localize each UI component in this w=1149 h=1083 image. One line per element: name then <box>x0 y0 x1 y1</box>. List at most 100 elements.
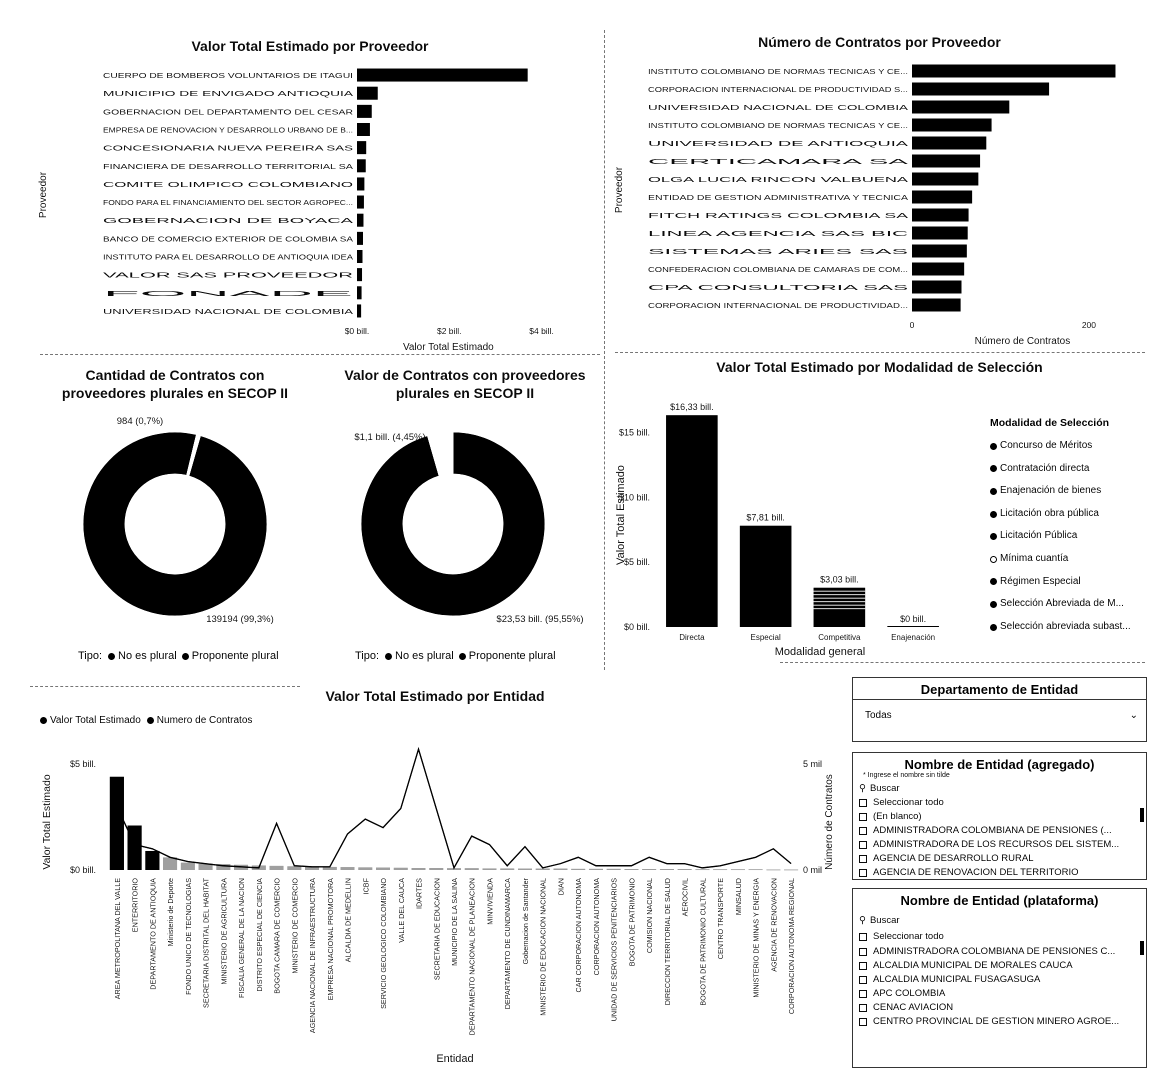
slicer-item-label: ALCALDIA MUNICIPAL FUSAGASUGA <box>873 974 1041 985</box>
department-dropdown[interactable]: Todas ⌄ <box>853 700 1146 721</box>
category-label: CUERPO DE BOMBEROS VOLUNTARIOS DE ITAGUI <box>103 71 353 80</box>
chart-cantidad-plurales: Cantidad de Contratos con proveedores pl… <box>40 362 310 672</box>
y-tick-label: $5 bill. <box>624 557 650 567</box>
legend-dot <box>458 652 466 660</box>
bar <box>642 868 657 870</box>
x-tick-label: $0 bill. <box>345 326 370 336</box>
y-tick-label: $5 bill. <box>70 759 96 769</box>
slicer-title: Nombre de Entidad (plataforma) <box>900 893 1099 908</box>
slicer-item[interactable]: AGENCIA DE DESARROLLO RURAL <box>853 852 1146 866</box>
legend-label: Mínima cuantía <box>1000 552 1069 564</box>
bar <box>912 298 961 312</box>
legend-item: Selección Abreviada de M... <box>990 593 1149 616</box>
slicer-item[interactable]: ADMINISTRADORA DE LOS RECURSOS DEL SISTE… <box>853 838 1146 852</box>
chart-valor-por-modalidad: Valor Total Estimado por Modalidad de Se… <box>610 355 1149 665</box>
chart-svg: $5 bill. $0 bill. 5 mil 0 mil Valor Total Es… <box>41 746 835 1065</box>
bar <box>357 159 366 173</box>
checkbox[interactable] <box>859 976 867 984</box>
donut-slice <box>82 431 268 617</box>
slicer-item[interactable]: ALCALDIA MUNICIPAL FUSAGASUGA <box>853 973 1146 987</box>
slicer-item[interactable]: CENTRO PROVINCIAL DE GESTION MINERO AGRO… <box>853 1015 1146 1029</box>
slicer-item[interactable]: CENAC AVIACION <box>853 1001 1146 1015</box>
x-tick-label: 200 <box>1082 320 1096 330</box>
bar <box>588 868 604 870</box>
slicer-departamento[interactable]: Departamento de Entidad Todas ⌄ <box>852 677 1147 742</box>
select-all-row[interactable]: Seleccionar todo <box>853 796 1146 810</box>
data-label: $3,03 bill. <box>820 575 859 585</box>
bar <box>730 869 745 871</box>
scrollbar[interactable] <box>1140 941 1144 955</box>
x-axis-label: Valor Total Estimado <box>403 342 494 353</box>
slicer-item[interactable]: (En blanco) <box>853 810 1146 824</box>
chart-svg: $23,53 bill. (95,55%) $1,1 bill. (4,45%) <box>354 431 584 625</box>
slicer-item[interactable]: ALCALDIA MUNICIPAL DE MORALES CAUCA <box>853 959 1146 973</box>
legend-item: Proponente plural <box>191 650 279 662</box>
legend-dot <box>181 652 189 660</box>
chevron-down-icon: ⌄ <box>1129 710 1138 721</box>
donut-slice <box>427 431 454 477</box>
chart-valor-por-proveedor: Valor Total Estimado por Proveedor CUERP… <box>30 30 590 360</box>
x-tick-label: 0 <box>910 320 915 330</box>
bar <box>912 154 981 168</box>
legend-dot <box>990 623 997 631</box>
slicer-item[interactable]: ADMINISTRADORA COLOMBIANA DE PENSIONES C… <box>853 945 1146 959</box>
data-label: $1,1 bill. (4,45%) <box>354 432 425 443</box>
category-label: VALOR SAS PROVEEDOR <box>103 271 355 280</box>
checkbox[interactable] <box>859 948 867 956</box>
scrollbar[interactable] <box>1140 808 1144 822</box>
slicer-item-label: APC COLOMBIA <box>873 988 946 999</box>
checkbox[interactable] <box>859 841 867 849</box>
legend-dot <box>40 717 47 724</box>
slicer-entidad-plataforma[interactable]: Nombre de Entidad (plataforma) ⚲ Buscar S… <box>852 888 1147 1068</box>
slicer-item[interactable]: APC COLOMBIA <box>853 987 1146 1001</box>
chart-title: Valor Total Estimado por Entidad <box>325 688 545 704</box>
checkbox[interactable] <box>859 799 867 807</box>
bar <box>500 868 515 870</box>
search-row[interactable]: ⚲ Buscar <box>853 914 1146 928</box>
category-label: BANCO DE COMERCIO EXTERIOR DE COLOMBIA S… <box>103 234 353 243</box>
checkbox[interactable] <box>859 932 867 941</box>
chart-title: Cantidad de Contratos con proveedores pl… <box>61 367 289 401</box>
category-label: Enajenación <box>891 633 935 642</box>
y-tick-label: $15 bill. <box>619 427 650 437</box>
checkbox[interactable] <box>859 962 867 970</box>
legend-item: Proponente plural <box>468 650 556 662</box>
category-label: OLGA LUCIA RINCON VALBUENA <box>648 175 908 184</box>
bar <box>624 868 639 870</box>
checkbox[interactable] <box>859 1004 867 1012</box>
search-input[interactable]: Buscar <box>869 915 900 926</box>
checkbox[interactable] <box>859 869 867 877</box>
legend-label: Contratación directa <box>1000 462 1090 474</box>
legend-label: Licitación obra pública <box>1000 507 1099 519</box>
slicer-item[interactable]: AGENCIA DE RENOVACION DEL TERRITORIO <box>853 866 1146 880</box>
select-all-label: Seleccionar todo <box>873 930 944 942</box>
search-icon: ⚲ <box>859 915 866 926</box>
bar <box>357 86 378 100</box>
slicer-entidad-agregado[interactable]: Nombre de Entidad (agregado) * Ingrese e… <box>852 752 1147 880</box>
legend-label: Selección abreviada subast... <box>1000 620 1131 632</box>
category-label: DIAN <box>556 878 565 895</box>
checkbox[interactable] <box>859 855 867 863</box>
category-label: ICBF <box>361 877 370 894</box>
checkbox[interactable] <box>859 1018 867 1026</box>
category-label: SECRETARIA DISTRITAL DEL HABITAT <box>202 877 211 1008</box>
checkbox[interactable] <box>859 813 867 821</box>
category-label: ENTIDAD DE GESTION ADMINISTRATIVA Y TECN… <box>648 193 908 202</box>
y-axis-label: Proveedor <box>38 171 49 218</box>
search-row[interactable]: ⚲ Buscar <box>853 782 1146 796</box>
category-label: ALCALDIA DE MEDELLIN <box>344 878 353 962</box>
legend-dot <box>990 555 997 563</box>
category-label: UNIVERSIDAD DE ANTIOQUIA <box>648 139 908 148</box>
checkbox[interactable] <box>859 990 867 998</box>
checkbox[interactable] <box>859 827 867 835</box>
slicer-item-label: CENAC AVIACION <box>873 1002 954 1013</box>
search-input[interactable]: Buscar <box>869 783 900 794</box>
select-all-row[interactable]: Seleccionar todo <box>853 928 1146 945</box>
slicer-item[interactable]: ADMINISTRADORA COLOMBIANA DE PENSIONES (… <box>853 824 1146 838</box>
chart-valor-plurales: Valor de Contratos con proveedores plura… <box>330 362 600 672</box>
y-axis-label: Proveedor <box>614 166 625 213</box>
category-label: SERVICIO GEOLOGICO COLOMBIANO <box>379 878 388 1009</box>
legend: Tipo: No es plural Proponente plural <box>78 650 279 662</box>
slicer-list: (En blanco) ADMINISTRADORA COLOMBIANA DE … <box>853 810 1146 880</box>
category-label: MINSALUD <box>734 878 743 915</box>
